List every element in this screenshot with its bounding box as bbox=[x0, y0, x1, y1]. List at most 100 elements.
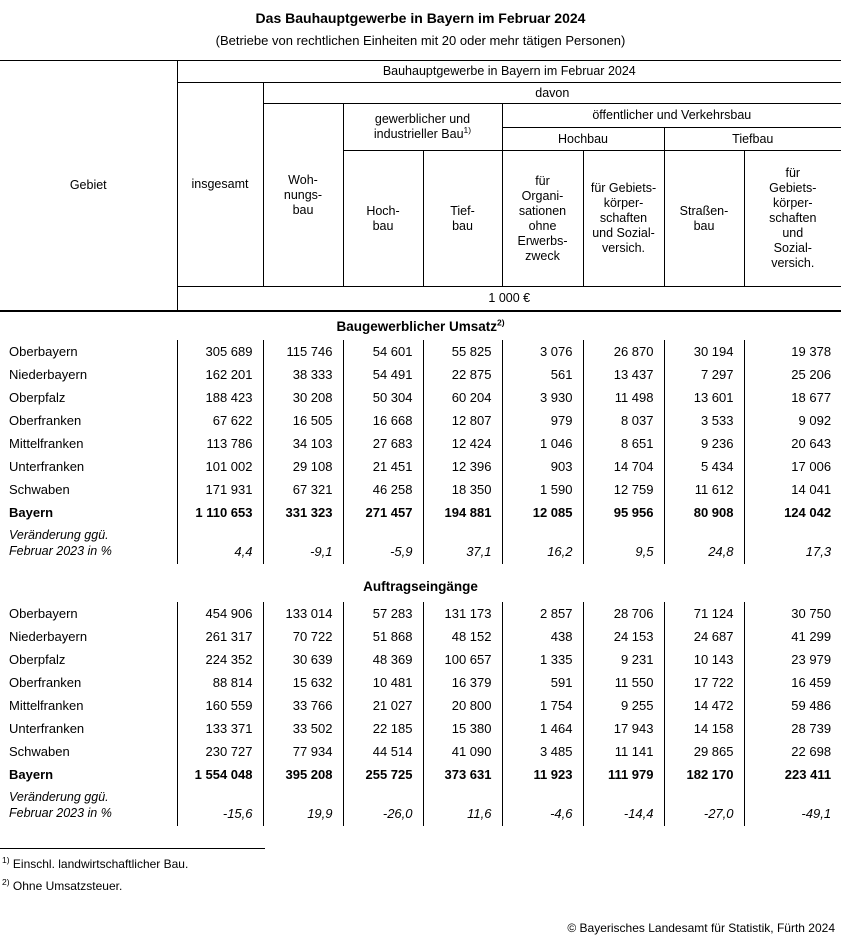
value-cell: 30 194 bbox=[663, 339, 744, 363]
value-cell: 28 706 bbox=[582, 601, 664, 625]
region-cell: Mittelfranken bbox=[9, 435, 84, 451]
value-cell: 38 333 bbox=[262, 362, 343, 386]
value-cell: 33 502 bbox=[262, 716, 343, 740]
change-value-cell: 16,2 bbox=[501, 523, 583, 564]
value-cell: 15 632 bbox=[262, 670, 343, 694]
value-cell: 80 908 bbox=[663, 500, 744, 524]
header-col-organisationen: für Organi- sationen ohne Erwerbs- zweck bbox=[501, 150, 583, 287]
value-cell: 29 108 bbox=[262, 454, 343, 478]
table-row: Mittelfranken 160 559 33 766 21 027 20 800 1 … bbox=[0, 693, 841, 717]
value-cell: 18 350 bbox=[422, 477, 502, 501]
change-value-cell: -26,0 bbox=[342, 785, 423, 826]
value-cell: 171 931 bbox=[176, 477, 263, 501]
footnotes: 1) Einschl. landwirtschaftlicher Bau. 2)… bbox=[0, 847, 841, 893]
table-row: Oberbayern 454 906 133 014 57 283 131 173 2 8… bbox=[0, 601, 841, 625]
value-cell: 8 037 bbox=[582, 408, 664, 432]
change-value-cell: 37,1 bbox=[422, 523, 502, 564]
change-label-cell: Veränderung ggü. Februar 2023 in % bbox=[9, 527, 112, 558]
region-cell: Bayern bbox=[9, 766, 54, 782]
value-cell: 331 323 bbox=[262, 500, 343, 524]
value-cell: 77 934 bbox=[262, 739, 343, 763]
change-value-cell: -49,1 bbox=[743, 785, 841, 826]
value-cell: 115 746 bbox=[262, 339, 343, 363]
value-cell: 71 124 bbox=[663, 601, 744, 625]
value-cell: 18 677 bbox=[743, 385, 841, 409]
value-cell: 95 956 bbox=[582, 500, 664, 524]
value-cell: 1 046 bbox=[501, 431, 583, 455]
change-value-cell: -5,9 bbox=[342, 523, 423, 564]
value-cell: 14 041 bbox=[743, 477, 841, 501]
value-cell: 223 411 bbox=[743, 762, 841, 786]
value-cell: 48 369 bbox=[342, 647, 423, 671]
value-cell: 41 090 bbox=[422, 739, 502, 763]
value-cell: 44 514 bbox=[342, 739, 423, 763]
value-cell: 124 042 bbox=[743, 500, 841, 524]
value-cell: 12 424 bbox=[422, 431, 502, 455]
header-insgesamt: insgesamt bbox=[176, 82, 263, 287]
value-cell: 3 076 bbox=[501, 339, 583, 363]
value-cell: 1 110 653 bbox=[176, 500, 263, 524]
value-cell: 3 930 bbox=[501, 385, 583, 409]
footnote-2-text: Ohne Umsatzsteuer. bbox=[12, 878, 123, 893]
value-cell: 14 158 bbox=[663, 716, 744, 740]
section-title: Baugewerblicher Umsatz2) bbox=[336, 317, 505, 334]
value-cell: 22 185 bbox=[342, 716, 423, 740]
header-oeffentlicher-verkehrsbau: öffentlicher und Verkehrsbau bbox=[501, 103, 841, 128]
value-cell: 12 085 bbox=[501, 500, 583, 524]
value-cell: 100 657 bbox=[422, 647, 502, 671]
value-cell: 48 152 bbox=[422, 624, 502, 648]
value-cell: 160 559 bbox=[176, 693, 263, 717]
value-cell: 54 601 bbox=[342, 339, 423, 363]
value-cell: 16 379 bbox=[422, 670, 502, 694]
value-cell: 50 304 bbox=[342, 385, 423, 409]
table-row: Oberfranken 88 814 15 632 10 481 16 379 591 11… bbox=[0, 670, 841, 694]
value-cell: 24 687 bbox=[663, 624, 744, 648]
value-cell: 8 651 bbox=[582, 431, 664, 455]
header-davon: davon bbox=[262, 82, 841, 104]
value-cell: 30 639 bbox=[262, 647, 343, 671]
copyright: © Bayerisches Landesamt für Statistik, F… bbox=[567, 920, 835, 935]
value-cell: 979 bbox=[501, 408, 583, 432]
footnote-ref-2: 2) bbox=[497, 317, 505, 327]
value-cell: 14 472 bbox=[663, 693, 744, 717]
region-cell: Niederbayern bbox=[9, 628, 88, 644]
section-title-cell: Auftragseingänge bbox=[0, 564, 841, 602]
value-cell: 30 750 bbox=[743, 601, 841, 625]
value-cell: 11 498 bbox=[582, 385, 664, 409]
change-value-cell: 9,5 bbox=[582, 523, 664, 564]
header-col-hochbau: Hoch- bau bbox=[342, 150, 423, 287]
footnote-1: 1) Einschl. landwirtschaftlicher Bau. bbox=[2, 854, 841, 871]
value-cell: 16 505 bbox=[262, 408, 343, 432]
change-row: Veränderung ggü. Februar 2023 in % 4,4 -9,… bbox=[0, 523, 841, 564]
value-cell: 182 170 bbox=[663, 762, 744, 786]
value-cell: 162 201 bbox=[176, 362, 263, 386]
value-cell: 13 601 bbox=[663, 385, 744, 409]
footnote-1-text: Einschl. landwirtschaftlicher Bau. bbox=[12, 856, 189, 871]
region-cell: Mittelfranken bbox=[9, 697, 84, 713]
value-cell: 20 800 bbox=[422, 693, 502, 717]
change-value-cell: -27,0 bbox=[663, 785, 744, 826]
value-cell: 29 865 bbox=[663, 739, 744, 763]
region-cell: Oberbayern bbox=[9, 605, 78, 621]
value-cell: 54 491 bbox=[342, 362, 423, 386]
page-subtitle: (Betriebe von rechtlichen Einheiten mit … bbox=[215, 33, 626, 48]
footnote-1-sup: 1) bbox=[2, 854, 10, 865]
value-cell: 10 481 bbox=[342, 670, 423, 694]
value-cell: 17 006 bbox=[743, 454, 841, 478]
value-cell: 14 704 bbox=[582, 454, 664, 478]
value-cell: 7 297 bbox=[663, 362, 744, 386]
region-cell: Unterfranken bbox=[9, 458, 85, 474]
value-cell: 133 371 bbox=[176, 716, 263, 740]
value-cell: 561 bbox=[501, 362, 583, 386]
value-cell: 131 173 bbox=[422, 601, 502, 625]
value-cell: 591 bbox=[501, 670, 583, 694]
change-value-cell: -4,6 bbox=[501, 785, 583, 826]
value-cell: 88 814 bbox=[176, 670, 263, 694]
section-title-row: Baugewerblicher Umsatz2) bbox=[0, 311, 841, 340]
value-cell: 19 378 bbox=[743, 339, 841, 363]
header-col-tiefbau: Tief- bau bbox=[422, 150, 502, 287]
value-cell: 12 807 bbox=[422, 408, 502, 432]
table-row: Niederbayern 162 201 38 333 54 491 22 875 561… bbox=[0, 362, 841, 386]
main-table: Gebiet Bauhauptgewerbe in Bayern im Febr… bbox=[0, 60, 841, 826]
